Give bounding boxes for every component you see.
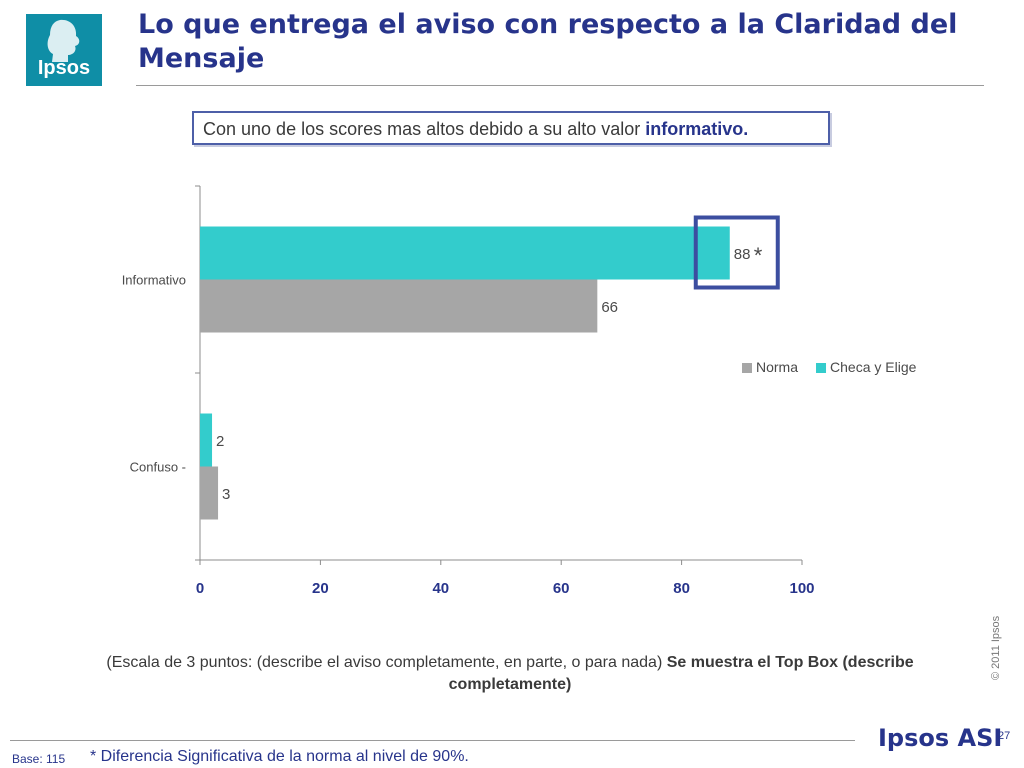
footer-divider — [10, 740, 855, 741]
base-note: Base: 115 — [12, 752, 66, 766]
logo-silhouette-icon — [47, 19, 80, 62]
data-label: 66 — [601, 299, 618, 316]
title-divider — [136, 85, 984, 86]
page-title: Lo que entrega el aviso con respecto a l… — [138, 9, 958, 74]
legend-swatch — [816, 363, 827, 373]
bar-norma — [200, 279, 598, 333]
category-label: Confuso - — [130, 460, 186, 475]
callout-text: Con uno de los scores mas altos debido a… — [203, 119, 646, 139]
bar-chart: 0 20 40 60 80 100 Informativo 88 * 66 Confuso - 2 3 N… — [122, 185, 917, 597]
x-tick-label: 0 — [196, 580, 204, 597]
legend-label: Norma — [756, 359, 798, 375]
significance-marker: * — [754, 243, 763, 268]
bar-checa-y-elige — [200, 413, 213, 467]
category-label: Informativo — [122, 273, 186, 288]
footer-brand-logo: Ipsos ASI — [878, 724, 1003, 752]
page-number: 27 — [998, 730, 1011, 742]
significance-footnote: * Diferencia Significativa de la norma a… — [90, 748, 469, 765]
scale-note-bold: Se muestra el Top Box (describe completa… — [448, 654, 914, 693]
highlight-box — [693, 215, 780, 290]
scale-note-text: (Escala de 3 puntos: (describe el aviso … — [106, 654, 667, 671]
legend-label: Checa y Elige — [830, 359, 917, 375]
ipsos-logo: Ipsos — [26, 14, 102, 86]
data-label: 88 — [734, 246, 751, 263]
callout-emphasis: informativo. — [645, 119, 749, 139]
legend-swatch — [742, 363, 752, 373]
x-tick-label: 60 — [553, 580, 570, 597]
x-tick-label: 80 — [673, 580, 690, 597]
bar-checa-y-elige — [200, 226, 730, 280]
x-tick-label: 20 — [312, 580, 329, 597]
x-tick-label: 40 — [432, 580, 449, 597]
callout-box: Con uno de los scores mas altos debido a… — [192, 111, 830, 145]
logo-text: Ipsos — [37, 57, 91, 79]
data-label: 2 — [216, 433, 224, 450]
copyright: © 2011 Ipsos — [990, 615, 1002, 680]
scale-note: (Escala de 3 puntos: (describe el aviso … — [60, 652, 960, 696]
data-label: 3 — [222, 486, 230, 503]
x-tick-label: 100 — [789, 580, 814, 597]
bar-norma — [200, 466, 219, 520]
